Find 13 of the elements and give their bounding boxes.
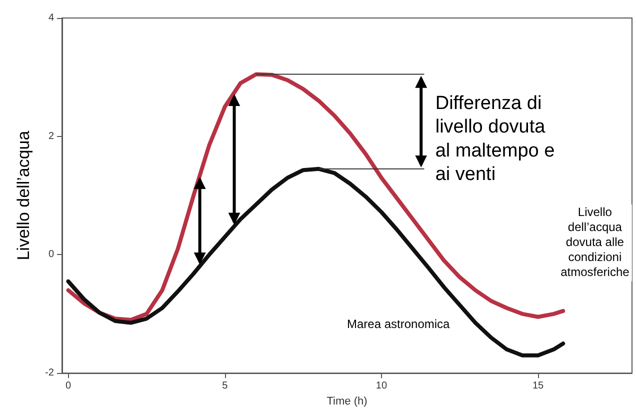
x-tick-label: 0 <box>65 380 72 392</box>
x-axis-title: Time (h) <box>326 396 368 408</box>
annotation: Livello dell’acqua dovuta alle condizioni atmosferiche <box>560 205 630 280</box>
annotation: Marea astronomica <box>347 317 450 332</box>
x-tick-label: 5 <box>222 380 228 392</box>
y-tick-label: -2 <box>45 368 54 379</box>
x-tick-label: 10 <box>376 380 388 392</box>
y-tick-label: 0 <box>48 249 54 260</box>
y-axis-title: Livello dell’acqua <box>14 130 33 260</box>
x-tick-label: 15 <box>532 380 544 392</box>
y-tick-label: 2 <box>48 130 54 142</box>
annotation: Differenza di livello dovuta al maltempo e ai venti <box>435 92 555 186</box>
y-tick-label: 4 <box>48 12 54 24</box>
